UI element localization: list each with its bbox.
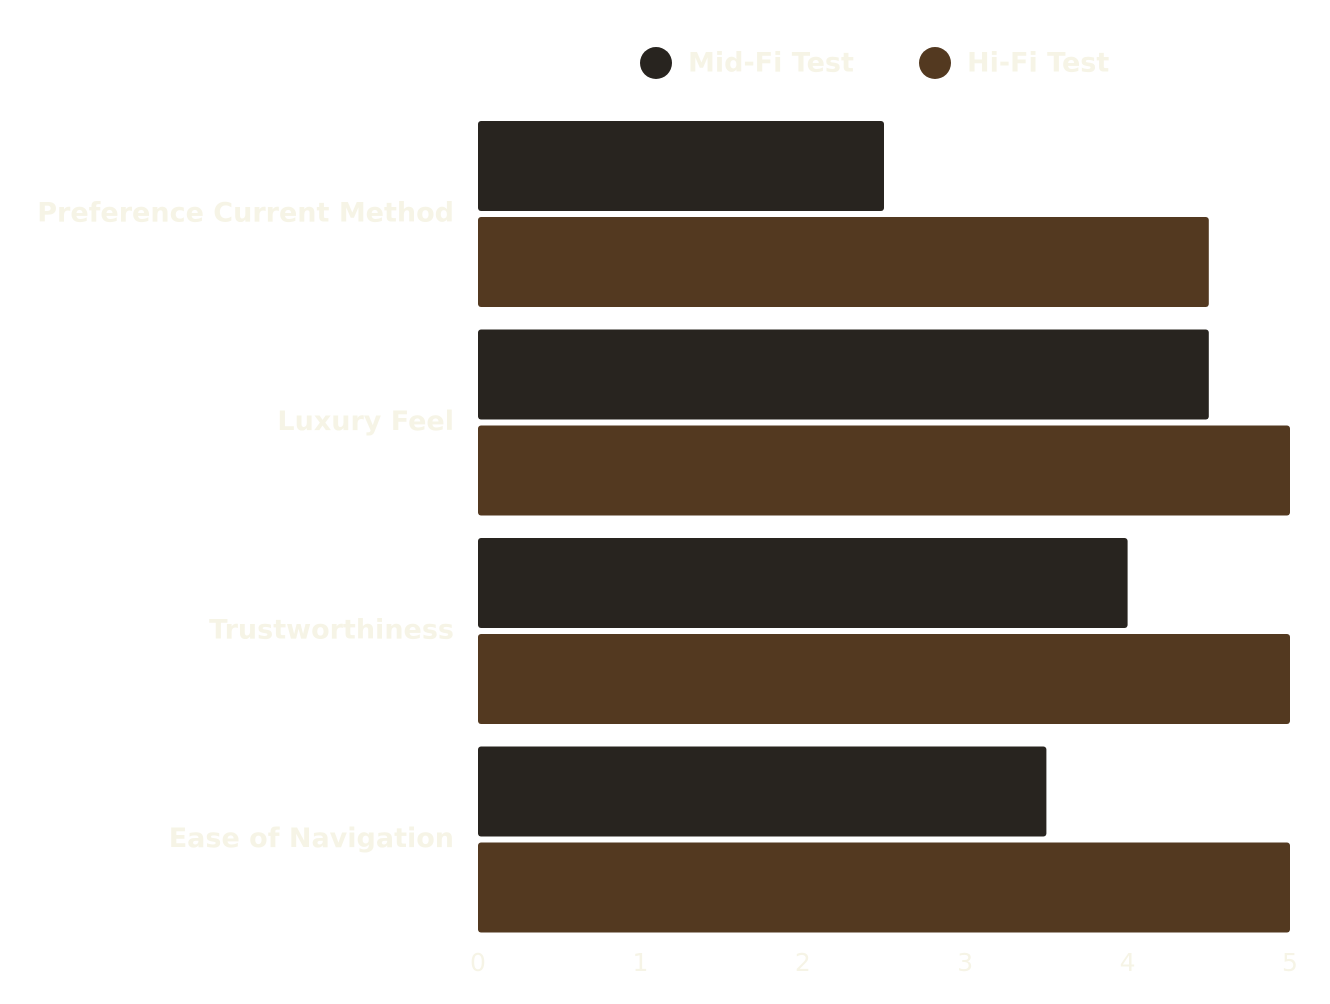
legend-swatch [919, 47, 951, 79]
x-tick-label: 3 [957, 948, 973, 977]
legend-swatch [640, 47, 672, 79]
bar [478, 121, 884, 211]
x-tick-label: 0 [470, 948, 486, 977]
y-tick-label: Ease of Navigation [169, 823, 454, 854]
bar [478, 842, 1290, 933]
legend-label: Hi-Fi Test [967, 48, 1109, 79]
y-tick-label: Trustworthiness [209, 615, 454, 646]
x-tick-label: 5 [1282, 948, 1298, 977]
x-tick-label: 2 [795, 948, 811, 977]
bar [478, 634, 1290, 724]
x-tick-label: 1 [632, 948, 648, 977]
bar [478, 329, 1209, 420]
y-tick-label: Preference Current Method [37, 198, 454, 229]
legend-label: Mid-Fi Test [688, 48, 854, 79]
bar [478, 217, 1209, 307]
bar [478, 746, 1047, 837]
y-tick-label: Luxury Feel [277, 406, 454, 437]
bar [478, 538, 1128, 628]
x-tick-label: 4 [1120, 948, 1136, 977]
bar [478, 425, 1290, 516]
